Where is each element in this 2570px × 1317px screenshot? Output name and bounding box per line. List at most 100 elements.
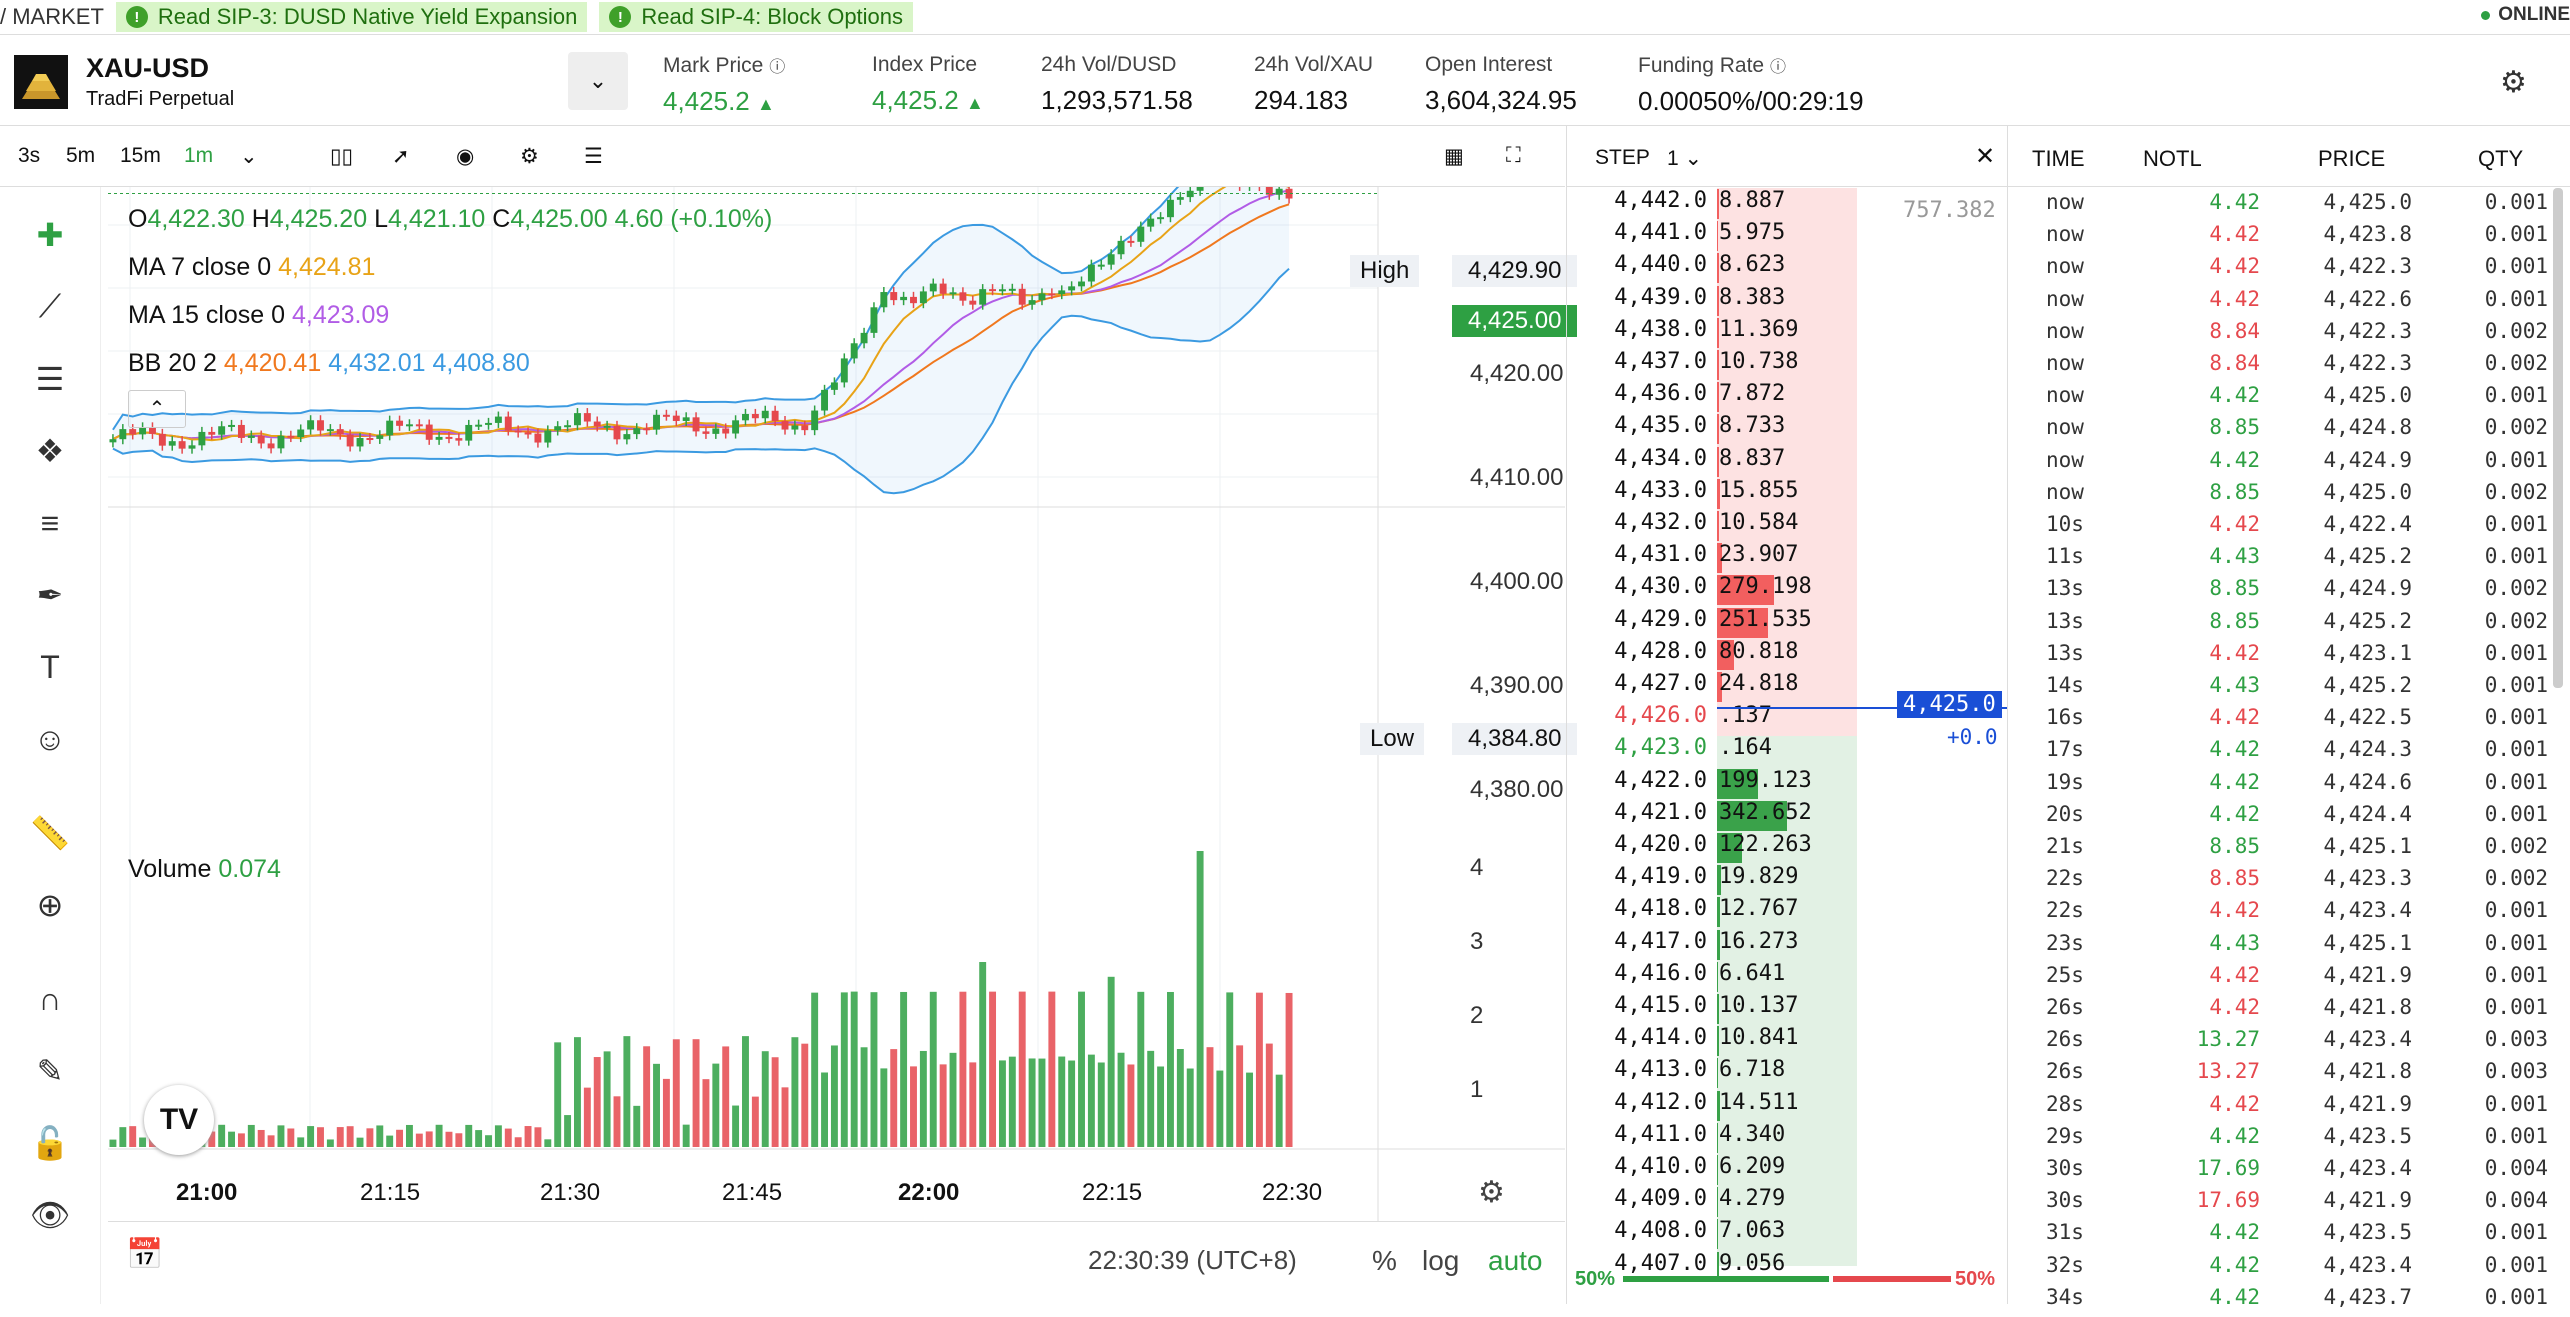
market-select-button[interactable]: ⌄ (568, 52, 628, 110)
interval-1m[interactable]: 1m (184, 144, 213, 168)
interval-3s[interactable]: 3s (18, 144, 40, 168)
order-price: 4,428.0 (1587, 639, 1707, 664)
zoom-in-icon[interactable]: ⊕ (26, 881, 74, 929)
settings-gear-icon[interactable]: ⚙ (2500, 65, 2527, 100)
stat-value: 3,604,324.95 (1425, 85, 1577, 116)
trade-notional: 4.43 (2209, 544, 2260, 568)
percent-toggle[interactable]: % (1372, 1245, 1397, 1277)
emoji-icon[interactable]: ☺ (26, 715, 74, 763)
unlock-icon[interactable]: 🔓 (26, 1119, 74, 1167)
trade-price: 4,423.7 (2323, 1285, 2412, 1309)
order-price: 4,435.0 (1587, 413, 1707, 438)
candle-type-icon[interactable]: ▯▯ (330, 144, 353, 169)
step-select[interactable]: 1 ⌄ (1667, 146, 1702, 171)
close-icon[interactable]: ✕ (1975, 142, 1995, 171)
volume-bar (317, 1127, 324, 1147)
fullscreen-icon[interactable]: ⛶ (1506, 144, 1521, 168)
settings-sliders-icon[interactable]: ⚙ (520, 144, 539, 169)
ruler-icon[interactable]: 📏 (26, 809, 74, 857)
auto-toggle[interactable]: auto (1488, 1245, 1543, 1277)
lock-drawing-icon[interactable]: ✎ (26, 1047, 74, 1095)
crosshair-icon[interactable]: ✚ (26, 211, 74, 259)
trade-qty: 0.001 (2485, 190, 2548, 214)
collapse-legend-button[interactable]: ⌃ (128, 390, 186, 428)
chevron-down-icon[interactable]: ⌄ (240, 144, 258, 169)
text-tool-icon[interactable]: T (26, 643, 74, 691)
info-icon[interactable]: ⓘ (769, 59, 785, 76)
candle-body (821, 390, 828, 411)
announcement-sip3[interactable]: !Read SIP-3: DUSD Native Yield Expansion (116, 2, 587, 32)
log-toggle[interactable]: log (1422, 1245, 1459, 1277)
horizontal-lines-icon[interactable]: ☰ (26, 355, 74, 403)
candle-body (376, 435, 383, 439)
trade-qty: 0.003 (2485, 1059, 2548, 1083)
trendline-icon[interactable]: ⟋ (26, 283, 74, 331)
volume-bar (1157, 1066, 1164, 1147)
axis-settings-icon[interactable]: ⚙ (1478, 1175, 1505, 1210)
info-icon[interactable]: ⓘ (1770, 59, 1786, 76)
interval-5m[interactable]: 5m (66, 144, 95, 168)
layout-icon[interactable]: ▦ (1444, 144, 1464, 169)
candle-body (841, 358, 848, 382)
fib-icon[interactable]: ≡ (26, 499, 74, 547)
candle-body (969, 301, 976, 305)
list-icon[interactable]: ☰ (584, 144, 603, 169)
volume-bar (238, 1133, 245, 1147)
interval-15m[interactable]: 15m (120, 144, 161, 168)
stat-value: 4,425.2 (663, 86, 750, 116)
ma7-legend[interactable]: MA 7 close 0 4,424.81 (128, 253, 375, 282)
eye-icon[interactable]: 👁 (26, 1191, 74, 1239)
trade-price: 4,423.8 (2323, 222, 2412, 246)
brush-icon[interactable]: ✒ (26, 571, 74, 619)
trade-price: 4,422.3 (2323, 319, 2412, 343)
bid-row[interactable]: 4,423.0.164 (1567, 735, 2007, 767)
announcement-sip4[interactable]: !Read SIP-4: Block Options (599, 2, 913, 32)
goto-date-icon[interactable]: 📅 (126, 1237, 163, 1272)
camera-icon[interactable]: ◉ (456, 144, 474, 169)
bb-legend[interactable]: BB 20 2 4,420.41 4,432.01 4,408.80 (128, 349, 530, 378)
pattern-icon[interactable]: ❖ (26, 427, 74, 475)
price-chart[interactable]: O4,422.30 H4,425.20 L4,421.10 C4,425.00 … (108, 187, 1565, 1304)
clock-time[interactable]: 22:30:39 (UTC+8) (1088, 1245, 1297, 1276)
magnet-icon[interactable]: ∩ (26, 975, 74, 1023)
indicators-icon[interactable]: ➚ (392, 144, 410, 169)
tradingview-logo-icon[interactable]: TV (144, 1085, 214, 1155)
ma15-legend[interactable]: MA 15 close 0 4,423.09 (128, 301, 389, 330)
status-dot (2481, 11, 2490, 20)
candle-body (693, 417, 700, 431)
trades-scrollbar[interactable] (2553, 188, 2563, 688)
candle-body (712, 428, 719, 433)
volume-tick: 4 (1470, 854, 1483, 882)
